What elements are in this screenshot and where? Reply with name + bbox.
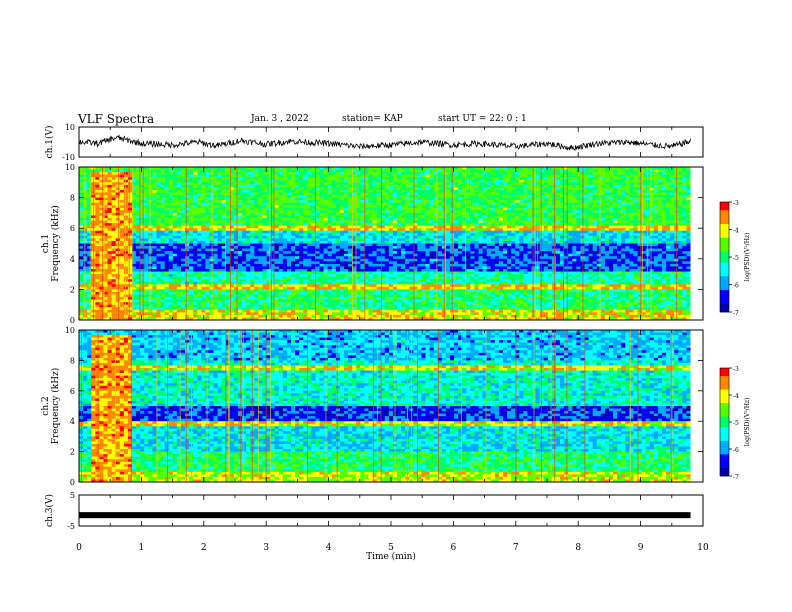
ch2_spectrogram-ytick-label: 2 <box>70 448 75 457</box>
ch2_spectrogram-colorbar-tick-label: -3 <box>733 366 739 373</box>
xtick-label: 2 <box>201 543 207 553</box>
ch1_spectrogram-blank-area <box>690 167 703 320</box>
ch2_spectrogram-ytick-label: 8 <box>70 356 75 365</box>
ch1_spectrogram-colorbar-tick-label: -3 <box>733 200 739 207</box>
xtick-label: 4 <box>326 543 332 553</box>
ch1-waveform-line <box>79 133 691 152</box>
xtick-label: 1 <box>139 543 145 553</box>
ch1_spectrogram-ytick-label: 10 <box>65 163 75 172</box>
ch1_spectrogram-ytick-label: 8 <box>70 194 75 203</box>
ch2_spectrogram-colorbar-label: log(PSD)(V²/Hz) <box>744 398 751 447</box>
xtick-label: 9 <box>638 543 644 553</box>
ch1_spectrogram-heatmap <box>79 167 691 321</box>
xtick-label: 0 <box>76 543 82 553</box>
ch1_spectrogram-ytick-label: 6 <box>70 224 75 233</box>
ch1_spectrogram-colorbar-label: log(PSD)(V²/Hz) <box>744 233 751 282</box>
station-label: station= KAP <box>342 114 403 124</box>
ch1_waveform-ylabel: ch.1(V) <box>44 126 55 159</box>
ch2_spectrogram-colorbar-tick-label: -4 <box>733 393 739 400</box>
ch3_waveform-ylabel: ch.3(V) <box>44 494 55 527</box>
ch3_waveform-ytick-label: 5 <box>70 491 75 500</box>
xtick-label: 8 <box>575 543 581 553</box>
xtick-label: 3 <box>263 543 269 553</box>
ch1_spectrogram-ytick-label: 4 <box>70 255 75 264</box>
start-time-label: start UT = 22: 0 : 1 <box>438 114 527 124</box>
ch2_spectrogram-blank-area <box>690 330 703 482</box>
chart-title: VLF Spectra <box>78 112 155 126</box>
ch1_spectrogram-ylabel-frequency: Frequency (kHz) <box>50 205 61 282</box>
ch1_spectrogram-colorbar-tick-label: -7 <box>733 310 739 317</box>
ch1_spectrogram-ytick-label: 0 <box>70 316 75 325</box>
ch1_spectrogram-colorbar-tick-label: -6 <box>733 283 739 290</box>
title-row: VLF Spectra Jan. 3 , 2022 station= KAP s… <box>78 112 698 126</box>
ch1_spectrogram-colorbar <box>720 202 729 313</box>
xtick-label: 5 <box>388 543 394 553</box>
x-axis-label: Time (min) <box>366 551 416 562</box>
ch2_spectrogram-ytick-label: 0 <box>70 478 75 487</box>
ch2_spectrogram-colorbar-tick-label: -7 <box>733 474 739 481</box>
ch2_spectrogram-ytick-label: 6 <box>70 387 75 396</box>
ch2_spectrogram-ylabel-frequency: Frequency (kHz) <box>50 368 61 445</box>
ch1_spectrogram-colorbar-tick-label: -5 <box>733 255 739 262</box>
xtick-label: 6 <box>451 543 457 553</box>
ch2_spectrogram-ylabel-channel: ch.2 <box>41 396 51 415</box>
xtick-label: 7 <box>513 543 519 553</box>
ch1_spectrogram-ylabel-channel: ch.1 <box>41 234 51 253</box>
ch2_spectrogram-colorbar <box>720 368 729 477</box>
ch1_waveform-ytick-label: 10 <box>65 123 75 132</box>
ch1_waveform-ytick-label: -10 <box>62 153 75 162</box>
ch2_spectrogram-heatmap <box>79 330 691 483</box>
ch1_spectrogram-ytick-label: 2 <box>70 285 75 294</box>
ch2_spectrogram-ytick-label: 10 <box>65 326 75 335</box>
date-label: Jan. 3 , 2022 <box>251 114 309 124</box>
xtick-label: 10 <box>697 543 709 553</box>
ch2_spectrogram-ytick-label: 4 <box>70 417 75 426</box>
ch2_spectrogram-colorbar-tick-label: -6 <box>733 447 739 454</box>
ch3_waveform-ytick-label: -5 <box>67 522 75 531</box>
ch2_spectrogram-colorbar-tick-label: -5 <box>733 420 739 427</box>
ch3-waveform-line <box>79 512 691 519</box>
ch1_spectrogram-colorbar-tick-label: -4 <box>733 228 739 235</box>
